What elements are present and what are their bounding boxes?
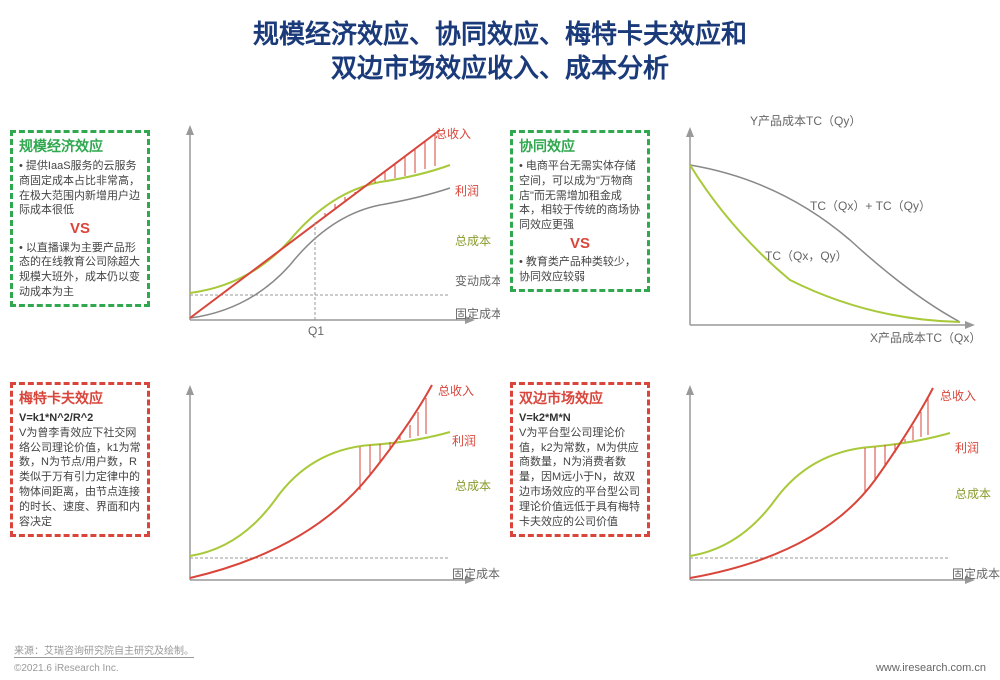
formula: V=k1*N^2/R^2: [19, 411, 141, 426]
footer-source: 来源：艾瑞咨询研究院自主研究及绘制。: [14, 642, 194, 658]
title-line1: 规模经济效应、协同效应、梅特卡夫效应和: [253, 19, 747, 49]
chart-synergy: Y产品成本TC（Qy） X产品成本TC（Qx） TC（Qx）+ TC（Qy） T…: [660, 110, 1000, 360]
lbl-profit: 利润: [955, 441, 979, 455]
lbl-varcost: 变动成本: [455, 273, 500, 288]
tb-title: 双边市场效应: [519, 389, 641, 408]
lbl-upper: TC（Qx）+ TC（Qy）: [810, 199, 931, 213]
footer-url: www.iresearch.com.cn: [876, 662, 986, 674]
lbl-profit: 利润: [452, 434, 476, 448]
textbox-twosided: 双边市场效应 V=k2*M*N V为平台型公司理论价值，k2为常数，M为供应商数…: [510, 382, 650, 537]
lbl-income: 总收入: [435, 127, 471, 141]
chart-scale: 固定成本 变动成本 总成本 总收入 利润 Q1: [160, 110, 500, 350]
title-line2: 双边市场效应收入、成本分析: [331, 53, 669, 83]
lbl-lower: TC（Qx，Qy）: [765, 249, 848, 263]
tb-body2: • 教育类产品种类较少，协同效应较弱: [519, 255, 641, 285]
panel-synergy: 协同效应 • 电商平台无需实体存储空间，可以成为"万物商店"而无需增加租金成本，…: [510, 110, 1000, 360]
lbl-fixedcost: 固定成本: [452, 566, 500, 581]
panel-metcalfe: 梅特卡夫效应 V=k1*N^2/R^2 V为曾李青效应下社交网络公司理论价值，k…: [10, 370, 500, 620]
tb-body2: • 以直播课为主要产品形态的在线教育公司除超大规模大班外，成本仍以变动成本为主: [19, 241, 141, 300]
lbl-q1: Q1: [308, 324, 324, 338]
lbl-profit: 利润: [455, 184, 479, 198]
lbl-xaxis: X产品成本TC（Qx）: [870, 331, 981, 345]
tb-body1: • 电商平台无需实体存储空间，可以成为"万物商店"而无需增加租金成本，相较于传统…: [519, 159, 641, 233]
textbox-scale: 规模经济效应 • 提供IaaS服务的云服务商固定成本占比非常高，在极大范围内新增…: [10, 130, 150, 307]
tb-body: V为曾李青效应下社交网络公司理论价值，k1为常数，N为节点/用户数，R类似于万有…: [19, 426, 141, 530]
chart-twosided: 固定成本 总成本 总收入 利润: [660, 370, 1000, 610]
lbl-yaxis: Y产品成本TC（Qy）: [750, 114, 861, 128]
tb-body: V为平台型公司理论价值，k2为常数，M为供应商数量，N为消费者数量，因M远小于N…: [519, 426, 641, 530]
chart-metcalfe: 固定成本 总成本 总收入 利润: [160, 370, 500, 610]
textbox-synergy: 协同效应 • 电商平台无需实体存储空间，可以成为"万物商店"而无需增加租金成本，…: [510, 130, 650, 292]
panel-twosided: 双边市场效应 V=k2*M*N V为平台型公司理论价值，k2为常数，M为供应商数…: [510, 370, 1000, 620]
footer-copyright: ©2021.6 iResearch Inc.: [14, 663, 119, 674]
main-title: 规模经济效应、协同效应、梅特卡夫效应和 双边市场效应收入、成本分析: [0, 0, 1000, 86]
lbl-totalcost: 总成本: [955, 487, 991, 501]
panel-scale-economy: 规模经济效应 • 提供IaaS服务的云服务商固定成本占比非常高，在极大范围内新增…: [10, 110, 500, 360]
lbl-income: 总收入: [438, 384, 474, 398]
tb-title: 规模经济效应: [19, 137, 141, 156]
formula: V=k2*M*N: [519, 411, 641, 426]
tb-body1: • 提供IaaS服务的云服务商固定成本占比非常高，在极大范围内新增用户边际成本很…: [19, 159, 141, 218]
lbl-fixedcost: 固定成本: [455, 306, 500, 321]
tb-title: 协同效应: [519, 137, 641, 156]
tb-vs: VS: [19, 219, 141, 239]
panel-grid: 规模经济效应 • 提供IaaS服务的云服务商固定成本占比非常高，在极大范围内新增…: [0, 110, 1000, 640]
tb-vs: VS: [519, 234, 641, 254]
tb-title: 梅特卡夫效应: [19, 389, 141, 408]
lbl-income: 总收入: [940, 389, 976, 403]
lbl-fixedcost: 固定成本: [952, 566, 1000, 581]
lbl-totalcost: 总成本: [455, 234, 491, 248]
lbl-totalcost: 总成本: [455, 479, 491, 493]
textbox-metcalfe: 梅特卡夫效应 V=k1*N^2/R^2 V为曾李青效应下社交网络公司理论价值，k…: [10, 382, 150, 537]
